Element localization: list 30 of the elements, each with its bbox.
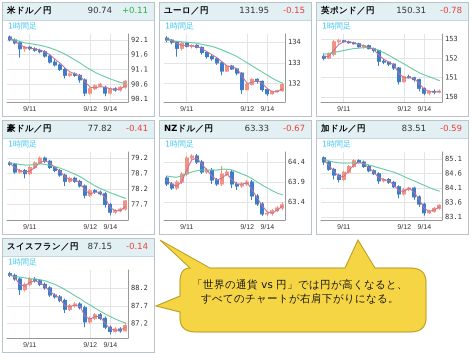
text: 1時間足 bbox=[165, 140, 194, 148]
text: 「世界の通貨 vs 円」では円が高くなると、 bbox=[190, 278, 410, 292]
text: 63.33 bbox=[244, 123, 269, 136]
text: 1時間足 bbox=[165, 22, 194, 30]
text: 1時間足 bbox=[8, 22, 38, 30]
text: 150.31 bbox=[396, 5, 426, 18]
text: +0.11 bbox=[122, 5, 148, 18]
text: 1時間足 bbox=[322, 140, 352, 148]
text: 1時間足 bbox=[322, 22, 352, 30]
text: すべてのチャートが右肩下がりになる。 bbox=[200, 292, 400, 306]
text: 87.15 bbox=[88, 241, 112, 254]
chart-title: 豪ドル／円 bbox=[7, 122, 52, 136]
chart-title: スイスフラン／円 bbox=[7, 241, 79, 254]
text: -0.78 bbox=[440, 5, 462, 18]
text: -0.67 bbox=[283, 123, 305, 136]
text: 1時間足 bbox=[8, 140, 38, 148]
text: -0.41 bbox=[126, 123, 148, 136]
chart-title: NZドル／円 bbox=[164, 123, 214, 136]
chart-title: 英ポンド／円 bbox=[321, 4, 375, 18]
chart-title: ユーロ／円 bbox=[164, 5, 209, 18]
text: 77.82 bbox=[88, 123, 112, 136]
text: 90.74 bbox=[88, 5, 112, 18]
text: 1時間足 bbox=[8, 258, 38, 266]
text: -0.59 bbox=[440, 123, 462, 136]
text: 131.95 bbox=[239, 5, 269, 18]
text: -0.14 bbox=[126, 241, 148, 254]
text: 83.51 bbox=[402, 123, 426, 136]
chart-title: 加ドル／円 bbox=[321, 122, 366, 136]
chart-title: 米ドル／円 bbox=[7, 4, 52, 18]
text: -0.15 bbox=[283, 5, 305, 18]
